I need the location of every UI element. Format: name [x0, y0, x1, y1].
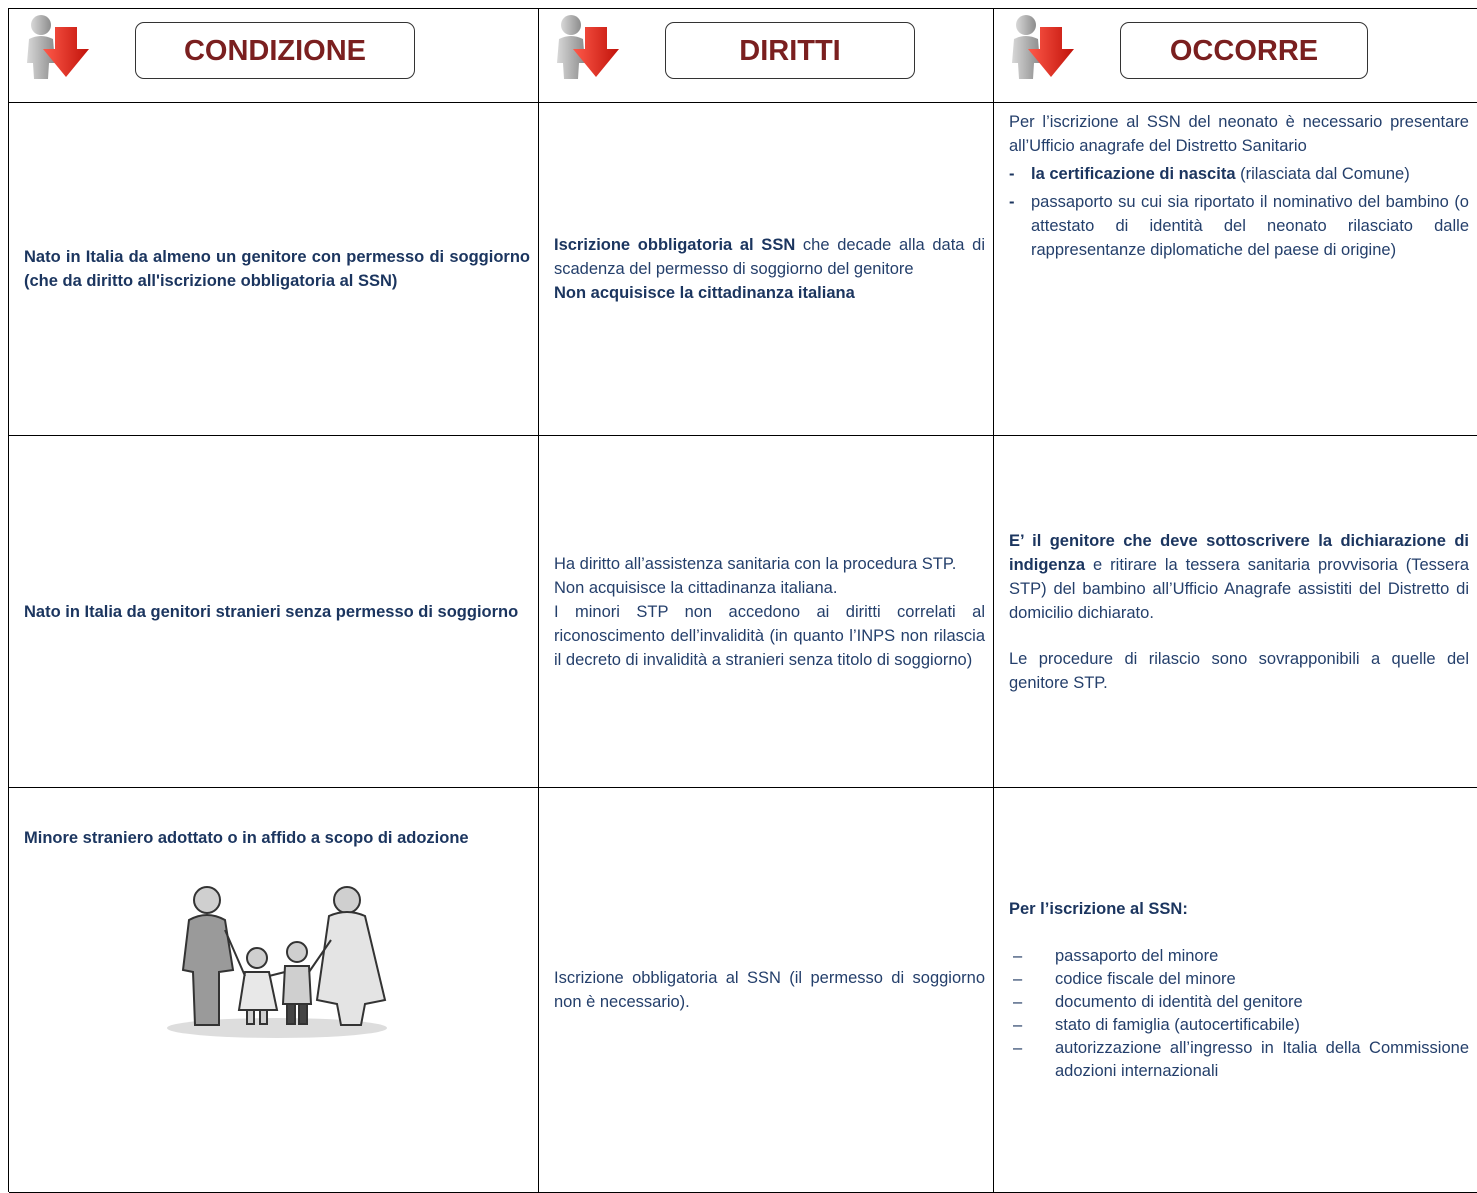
- table-cell: Ha diritto all’assistenza sanitaria con …: [539, 436, 994, 788]
- bullet: -: [1009, 165, 1015, 183]
- text-run: Iscrizione obbligatoria al SSN (il perme…: [554, 969, 985, 1011]
- bullet: –: [1013, 947, 1023, 965]
- paragraph: Le procedure di rilascio sono sovrapponi…: [1009, 647, 1469, 695]
- bullet: –: [1013, 1039, 1023, 1057]
- table-cell: Per l’iscrizione al SSN: – passaporto del …: [994, 788, 1477, 1193]
- list-item: - passaporto su cui sia riportato il nomi…: [1009, 190, 1469, 262]
- paragraph: Iscrizione obbligatoria al SSN che decad…: [554, 233, 985, 281]
- bullet: -: [1009, 193, 1015, 211]
- text-run: passaporto su cui sia riportato il nomin…: [1031, 193, 1469, 259]
- paragraph: Iscrizione obbligatoria al SSN (il perme…: [554, 966, 985, 1014]
- list-item: – stato di famiglia (autocertificabile): [1009, 1014, 1469, 1037]
- text-run: codice fiscale del minore: [1055, 970, 1236, 988]
- table: CONDIZIONE DIRITTI OCCORRE Nato in Italia…: [8, 8, 1477, 1193]
- table-cell: Nato in Italia da genitori stranieri sen…: [9, 436, 539, 788]
- list-text: documento di identità del genitore: [1055, 991, 1303, 1014]
- text-run: Le procedure di rilascio sono sovrapponi…: [1009, 649, 1469, 692]
- text-run: Minore straniero adottato o in affido a …: [24, 829, 469, 847]
- header-icon: [27, 15, 89, 79]
- list-text: stato di famiglia (autocertificabile): [1055, 1014, 1300, 1037]
- text-run: (rilasciata dal Comune): [1235, 165, 1410, 183]
- list-item: - la certificazione di nascita (rilasciat…: [1009, 162, 1469, 186]
- list-item: – passaporto del minore: [1009, 945, 1469, 968]
- paragraph: Per l’iscrizione al SSN:: [1009, 897, 1469, 921]
- text-run: e ritirare la tessera sanitaria provviso…: [1009, 555, 1469, 622]
- header-title: OCCORRE: [1120, 22, 1368, 79]
- header-title: DIRITTI: [665, 22, 915, 79]
- list-text: la certificazione di nascita (rilasciata…: [1031, 162, 1410, 186]
- bullet: –: [1013, 970, 1023, 988]
- text-run: Nato in Italia da genitori stranieri sen…: [24, 602, 519, 621]
- bullet: –: [1013, 1016, 1023, 1034]
- table-cell: Per l’iscrizione al SSN del neonato è ne…: [994, 103, 1477, 436]
- text-run: la certificazione di nascita: [1031, 165, 1236, 183]
- list-item: – documento di identità del genitore: [1009, 991, 1469, 1014]
- paragraph: Non acquisisce la cittadinanza italiana: [554, 281, 985, 305]
- text-run: Ha diritto all’assistenza sanitaria con …: [554, 554, 957, 573]
- text-run: Per l’iscrizione al SSN:: [1009, 900, 1188, 918]
- bullet: –: [1013, 993, 1023, 1011]
- header-cell: OCCORRE: [994, 9, 1477, 103]
- table-cell: Iscrizione obbligatoria al SSN (il perme…: [539, 788, 994, 1193]
- text-run: documento di identità del genitore: [1055, 993, 1303, 1011]
- paragraph: Non acquisisce la cittadinanza italiana.: [554, 576, 985, 600]
- paragraph: Nato in Italia da genitori stranieri sen…: [24, 600, 530, 624]
- paragraph: I minori STP non accedono ai diritti cor…: [554, 600, 985, 672]
- text-run: Iscrizione obbligatoria al SSN: [554, 236, 796, 254]
- text-run: Non acquisisce la cittadinanza italiana.: [554, 578, 838, 597]
- list-text: codice fiscale del minore: [1055, 968, 1236, 991]
- text-run: passaporto del minore: [1055, 947, 1219, 965]
- text-run: E’ il genitore che deve sottoscrivere la…: [1009, 531, 1469, 574]
- text-run: autorizzazione all’ingresso in Italia de…: [1055, 1039, 1469, 1080]
- list-text: passaporto del minore: [1055, 945, 1218, 968]
- table-cell: Nato in Italia da almeno un genitore con…: [9, 103, 539, 436]
- list-item: – codice fiscale del minore: [1009, 968, 1469, 991]
- text-run: I minori STP non accedono ai diritti cor…: [554, 602, 985, 669]
- paragraph: Per l’iscrizione al SSN del neonato è ne…: [1009, 110, 1469, 158]
- header-icon: [557, 15, 619, 79]
- table-cell: Iscrizione obbligatoria al SSN che decad…: [539, 103, 994, 436]
- header-icon: [1012, 15, 1074, 79]
- paragraph: Ha diritto all’assistenza sanitaria con …: [554, 552, 985, 576]
- text-run: Nato in Italia da almeno un genitore con…: [24, 248, 530, 290]
- text-run: Per l’iscrizione al SSN del neonato è ne…: [1009, 113, 1469, 155]
- text-run: stato di famiglia (autocertificabile): [1055, 1016, 1300, 1034]
- paragraph: Nato in Italia da almeno un genitore con…: [24, 245, 530, 293]
- paragraph: E’ il genitore che deve sottoscrivere la…: [1009, 529, 1469, 625]
- list-text: passaporto su cui sia riportato il nomin…: [1031, 190, 1469, 262]
- table-cell: Minore straniero adottato o in affido a …: [9, 788, 539, 1193]
- header-title: CONDIZIONE: [135, 22, 415, 79]
- text-run: che decade alla data di scadenza del per…: [554, 236, 985, 278]
- family-illustration: [167, 886, 387, 1038]
- paragraph: Minore straniero adottato o in affido a …: [24, 826, 530, 850]
- table-cell: E’ il genitore che deve sottoscrivere la…: [994, 436, 1477, 788]
- list-item: – autorizzazione all’ingresso in Italia d…: [1009, 1037, 1469, 1083]
- header-cell: DIRITTI: [539, 9, 994, 103]
- list-text: autorizzazione all’ingresso in Italia de…: [1055, 1037, 1469, 1083]
- header-cell: CONDIZIONE: [9, 9, 539, 103]
- text-run: Non acquisisce la cittadinanza italiana: [554, 284, 855, 302]
